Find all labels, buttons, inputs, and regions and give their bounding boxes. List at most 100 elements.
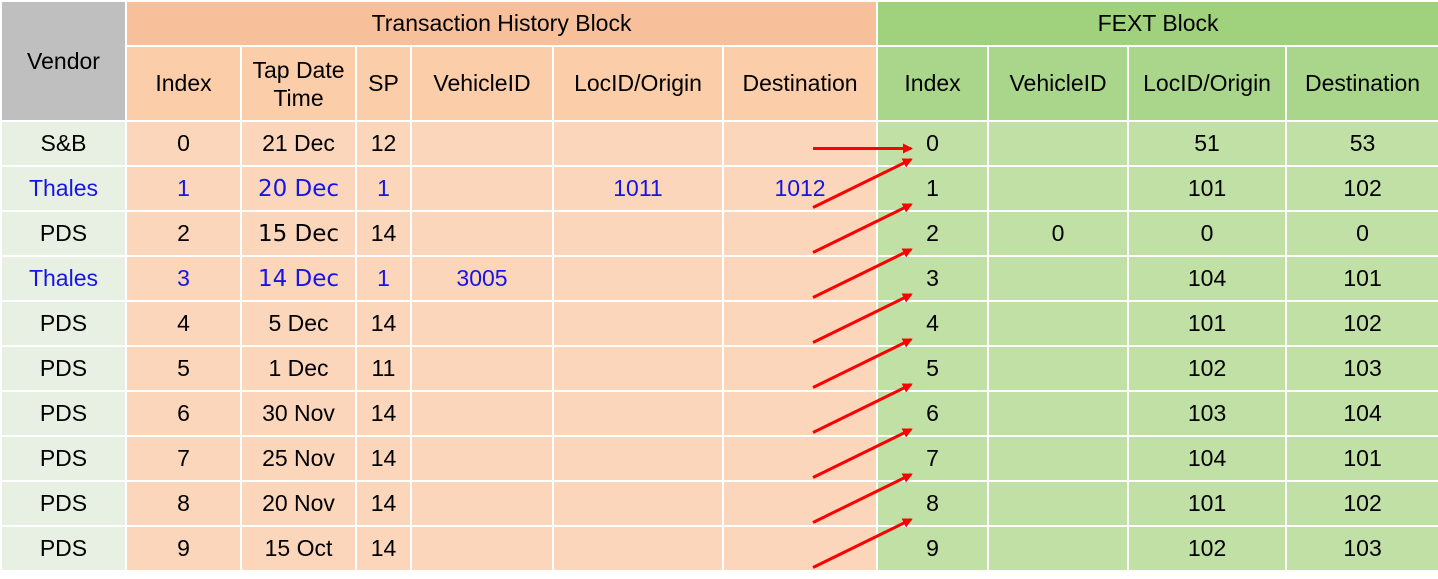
th-locid-origin-cell [552,300,724,347]
vendor-cell: PDS [0,480,127,527]
fext-locid-origin-cell: 104 [1127,435,1288,482]
tap-date-cell: 1 Dec [240,345,357,392]
fext-locid-origin-cell: 101 [1127,165,1288,212]
th-destination-cell [721,435,879,482]
fext-index-cell: 7 [876,435,990,482]
fext-index-cell: 8 [876,480,990,527]
vendor-cell: PDS [0,300,127,347]
fext-destination-cell: 103 [1285,525,1438,572]
table-row: S&B 0 21 Dec 12 0 51 53 [0,120,1438,167]
th-destination-cell [721,210,879,257]
fext-vehicleid-cell [987,345,1130,392]
th-destination-cell [721,255,879,302]
fext-index-cell: 3 [876,255,990,302]
th-index-cell: 6 [125,390,242,437]
tap-date-cell: 14 Dec [240,255,357,302]
block-header-row: Vendor Transaction History Block FEXT Bl… [0,0,1438,122]
th-index-cell: 0 [125,120,242,167]
th-destination-cell [721,120,879,167]
vendor-cell: PDS [0,390,127,437]
vendor-cell: Thales [0,255,127,302]
table-row: PDS 2 15 Dec 14 2 0 0 0 [0,210,1438,257]
sp-cell: 14 [355,525,412,572]
fext-destination-cell: 0 [1285,210,1438,257]
th-index-cell: 5 [125,345,242,392]
th-vehicleid-header: VehicleID [410,45,554,122]
tap-date-cell: 21 Dec [240,120,357,167]
th-index-cell: 9 [125,525,242,572]
fext-destination-cell: 101 [1285,255,1438,302]
th-destination-cell [721,390,879,437]
fext-vehicleid-cell [987,480,1130,527]
fext-vehicleid-cell [987,390,1130,437]
th-vehicleid-cell [410,120,554,167]
fext-destination-cell: 104 [1285,390,1438,437]
fext-locid-origin-cell: 102 [1127,525,1288,572]
fext-destination-cell: 102 [1285,480,1438,527]
th-sp-header: SP [355,45,412,122]
sp-cell: 1 [355,255,412,302]
sp-cell: 1 [355,165,412,212]
th-vehicleid-cell [410,300,554,347]
table-row: PDS 4 5 Dec 14 4 101 102 [0,300,1438,347]
th-vehicleid-cell [410,210,554,257]
th-locid-origin-cell [552,480,724,527]
sp-cell: 14 [355,390,412,437]
fext-vehicleid-cell [987,525,1130,572]
sp-cell: 14 [355,480,412,527]
th-vehicleid-cell [410,525,554,572]
vendor-cell: PDS [0,435,127,482]
tap-date-cell: 30 Nov [240,390,357,437]
transaction-history-block-header: Transaction History Block [124,0,879,47]
th-destination-cell [721,300,879,347]
vendor-cell: Thales [0,165,127,212]
th-index-cell: 1 [125,165,242,212]
vendor-header: Vendor [0,0,127,122]
fext-index-cell: 1 [876,165,990,212]
th-locid-origin-cell [552,210,724,257]
th-destination-cell [721,525,879,572]
th-index-cell: 7 [125,435,242,482]
fext-index-cell: 4 [876,300,990,347]
sp-cell: 14 [355,210,412,257]
fext-destination-cell: 102 [1285,165,1438,212]
th-locid-origin-header: LocID/Origin [552,45,724,122]
th-index-cell: 2 [125,210,242,257]
fext-destination-cell: 103 [1285,345,1438,392]
sp-cell: 14 [355,435,412,482]
fext-index-cell: 2 [876,210,990,257]
th-index-header: Index [125,45,242,122]
fext-locid-origin-cell: 102 [1127,345,1288,392]
table-row: PDS 6 30 Nov 14 6 103 104 [0,390,1438,437]
fext-vehicleid-header: VehicleID [987,45,1130,122]
fext-vehicleid-cell: 0 [987,210,1130,257]
tap-date-cell: 20 Dec [240,165,357,212]
tap-date-cell: 5 Dec [240,300,357,347]
vendor-header-label: Vendor [27,47,100,74]
table-row: PDS 9 15 Oct 14 9 102 103 [0,525,1438,572]
fext-locid-origin-cell: 103 [1127,390,1288,437]
fext-block-header: FEXT Block [876,0,1438,47]
fext-index-cell: 5 [876,345,990,392]
th-vehicleid-cell [410,435,554,482]
fext-vehicleid-cell [987,165,1130,212]
vendor-cell: PDS [0,525,127,572]
fext-locid-origin-cell: 51 [1127,120,1288,167]
fext-index-header: Index [876,45,990,122]
th-vehicleid-cell [410,480,554,527]
fext-vehicleid-cell [987,300,1130,347]
tap-date-cell: 15 Oct [240,525,357,572]
vendor-cell: S&B [0,120,127,167]
vendor-cell: PDS [0,210,127,257]
th-locid-origin-cell [552,120,724,167]
fext-destination-cell: 102 [1285,300,1438,347]
fext-locid-origin-cell: 0 [1127,210,1288,257]
th-destination-cell [721,480,879,527]
table-row: PDS 8 20 Nov 14 8 101 102 [0,480,1438,527]
sp-cell: 12 [355,120,412,167]
fext-index-cell: 0 [876,120,990,167]
fext-locid-origin-cell: 101 [1127,300,1288,347]
column-header-row: Index Tap Date Time SP VehicleID LocID/Or… [1,45,1438,122]
